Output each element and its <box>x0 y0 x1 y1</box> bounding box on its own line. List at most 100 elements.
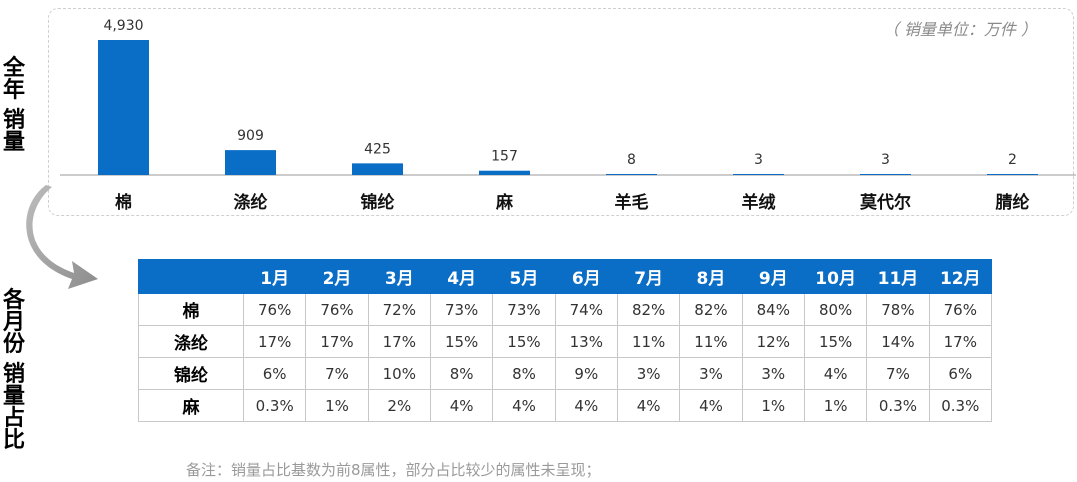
share-cell: 72% <box>367 293 431 326</box>
month-column-header: 3月 <box>367 259 431 294</box>
share-cell: 73% <box>429 293 494 326</box>
share-cell: 1% <box>741 389 805 422</box>
share-cell: 15% <box>492 325 556 358</box>
bar-7 <box>987 174 1038 175</box>
side-label-char: 各 <box>2 288 25 313</box>
table-corner-cell <box>138 259 244 294</box>
bar-5 <box>733 174 784 175</box>
month-column-header: 10月 <box>803 259 868 294</box>
bar-value-label: 425 <box>364 141 391 157</box>
month-column-header: 11月 <box>866 259 930 294</box>
row-category-label: 涤纶 <box>138 325 244 358</box>
category-label: 羊毛 <box>615 192 649 213</box>
share-cell: 84% <box>741 293 805 326</box>
share-cell: 82% <box>679 293 743 326</box>
side-label-char: 比 <box>2 428 25 453</box>
table-row: 棉 76% 76% 72% 73% 73% 74% 82% 82% 84% 80% 78% 76% <box>138 293 993 326</box>
side-label-char: 销 <box>2 108 25 133</box>
table-row: 锦纶 6% 7% 10% 8% 8% 9% 3% 3% 3% 4% 7% 6% <box>138 357 993 390</box>
side-label-char: 占 <box>2 406 25 431</box>
share-cell: 1% <box>305 389 369 422</box>
share-cell: 17% <box>928 325 993 358</box>
share-cell: 2% <box>367 389 431 422</box>
share-cell: 9% <box>554 357 618 390</box>
month-column-header: 9月 <box>741 259 805 294</box>
category-label: 莫代尔 <box>859 192 911 213</box>
month-column-header: 12月 <box>928 259 993 294</box>
row-category-label: 棉 <box>138 293 244 326</box>
share-cell: 0.3% <box>866 389 930 422</box>
share-cell: 13% <box>554 325 618 358</box>
share-cell: 4% <box>679 389 743 422</box>
category-label: 麻 <box>495 192 514 213</box>
month-column-header: 4月 <box>429 259 494 294</box>
table-row: 麻 0.3% 1% 2% 4% 4% 4% 4% 4% 1% 1% 0.3% 0.3% <box>138 389 993 422</box>
share-cell: 15% <box>803 325 868 358</box>
annual-sales-bar-chart: 4,930 棉 909 涤纶 425 锦纶 157 麻 8 羊毛 3 羊绒 3 莫代尔 2 腈纶 <box>60 18 1076 213</box>
share-cell: 1% <box>803 389 868 422</box>
side-label-char: 月 <box>2 310 25 335</box>
share-cell: 14% <box>866 325 930 358</box>
table-header-row: 1月 2月 3月 4月 5月 6月 7月 8月 9月 10月 11月 12月 <box>138 259 993 294</box>
bar-value-label: 3 <box>881 152 890 168</box>
monthly-share-side-label: 各月份销量占比 <box>0 290 28 452</box>
bar-value-label: 4,930 <box>103 18 143 34</box>
bar-0 <box>98 40 149 175</box>
share-cell: 0.3% <box>928 389 993 422</box>
share-cell: 4% <box>492 389 556 422</box>
annual-sales-panel <box>48 8 1074 216</box>
share-cell: 17% <box>367 325 431 358</box>
side-label-char: 年 <box>2 78 25 103</box>
category-label: 羊绒 <box>742 192 776 213</box>
side-label-char: 量 <box>2 130 25 155</box>
share-cell: 76% <box>242 293 307 326</box>
share-cell: 82% <box>616 293 681 326</box>
share-cell: 8% <box>492 357 556 390</box>
share-cell: 7% <box>866 357 930 390</box>
bar-2 <box>352 163 403 175</box>
share-cell: 4% <box>429 389 494 422</box>
annual-sales-side-label: 全年销量 <box>0 58 28 154</box>
curved-arrow-icon <box>26 185 98 289</box>
table-row: 涤纶 17% 17% 17% 15% 15% 13% 11% 11% 12% 15% 14% 17% <box>138 325 993 358</box>
share-cell: 12% <box>741 325 805 358</box>
side-label-char: 份 <box>2 332 25 357</box>
share-cell: 73% <box>492 293 556 326</box>
bar-4 <box>606 174 657 175</box>
month-column-header: 8月 <box>679 259 743 294</box>
share-cell: 3% <box>741 357 805 390</box>
bar-value-label: 3 <box>754 152 763 168</box>
category-label: 腈纶 <box>996 192 1030 213</box>
bar-value-label: 909 <box>237 128 264 144</box>
side-label-char: 量 <box>2 384 25 409</box>
month-column-header: 2月 <box>305 259 369 294</box>
bar-3 <box>479 170 530 175</box>
bar-value-label: 2 <box>1008 152 1017 168</box>
month-column-header: 6月 <box>554 259 618 294</box>
row-category-label: 麻 <box>138 389 244 422</box>
side-label-char: 销 <box>2 362 25 387</box>
share-cell: 0.3% <box>242 389 307 422</box>
unit-note: （ 销量单位：万件 ） <box>882 20 1037 39</box>
share-cell: 76% <box>928 293 993 326</box>
share-cell: 76% <box>305 293 369 326</box>
share-cell: 17% <box>242 325 307 358</box>
share-cell: 3% <box>616 357 681 390</box>
category-label: 棉 <box>115 192 132 213</box>
share-cell: 10% <box>367 357 431 390</box>
share-cell: 4% <box>616 389 681 422</box>
category-label: 锦纶 <box>361 192 395 213</box>
share-cell: 6% <box>928 357 993 390</box>
share-cell: 11% <box>616 325 681 358</box>
share-cell: 74% <box>554 293 618 326</box>
bar-value-label: 8 <box>627 152 636 168</box>
month-column-header: 7月 <box>616 259 681 294</box>
share-cell: 17% <box>305 325 369 358</box>
share-cell: 7% <box>305 357 369 390</box>
bar-1 <box>225 150 276 175</box>
share-cell: 80% <box>803 293 868 326</box>
share-cell: 3% <box>679 357 743 390</box>
bar-6 <box>860 174 911 175</box>
category-label: 涤纶 <box>234 192 268 213</box>
side-label-char: 全 <box>2 56 25 81</box>
